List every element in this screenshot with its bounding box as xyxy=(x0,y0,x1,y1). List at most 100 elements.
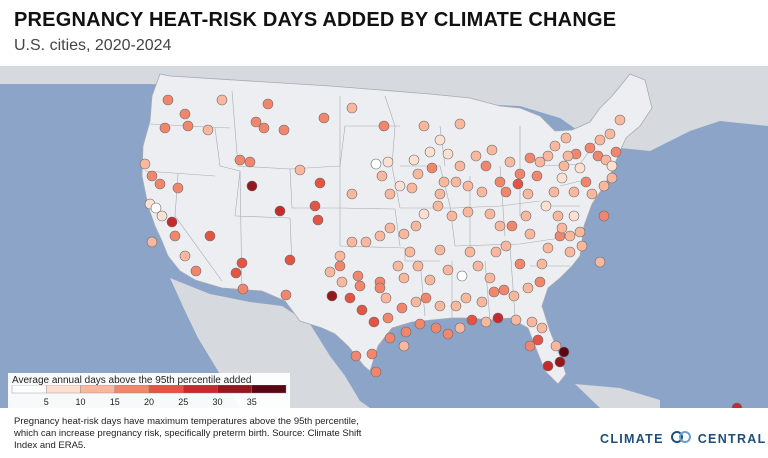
city-dot xyxy=(190,265,202,277)
city-dot xyxy=(159,122,171,134)
city-dot xyxy=(434,244,446,256)
city-dot xyxy=(552,210,564,222)
city-dot xyxy=(356,304,368,316)
city-dot xyxy=(514,258,526,270)
city-dot xyxy=(554,356,566,368)
legend-tick-label: 25 xyxy=(178,397,188,407)
city-dot xyxy=(370,158,382,170)
city-dot xyxy=(562,150,574,162)
city-dot xyxy=(446,210,458,222)
city-dot xyxy=(430,322,442,334)
city-dot xyxy=(524,340,536,352)
logo-rings-icon xyxy=(669,430,693,447)
legend: Average annual days above the 95th perce… xyxy=(8,373,290,409)
city-dot xyxy=(514,168,526,180)
city-dot xyxy=(500,186,512,198)
city-dot xyxy=(237,283,249,295)
city-dot xyxy=(334,260,346,272)
city-dot xyxy=(586,188,598,200)
city-dot xyxy=(418,120,430,132)
city-dot xyxy=(492,312,504,324)
city-dot xyxy=(510,314,522,326)
city-dot xyxy=(394,180,406,192)
city-dot xyxy=(278,124,290,136)
city-dot xyxy=(520,210,532,222)
city-dot xyxy=(382,312,394,324)
city-dot xyxy=(454,322,466,334)
city-dot xyxy=(594,134,606,146)
city-dot xyxy=(532,334,544,346)
city-dot xyxy=(498,284,510,296)
city-dot xyxy=(598,180,610,192)
cuba-landmass xyxy=(575,384,660,408)
city-dot xyxy=(522,188,534,200)
city-dot xyxy=(400,326,412,338)
city-dot xyxy=(462,206,474,218)
city-dot xyxy=(424,146,436,158)
city-dot xyxy=(424,274,436,286)
city-dot xyxy=(568,186,580,198)
city-dot xyxy=(410,296,422,308)
city-dot xyxy=(564,246,576,258)
city-dot xyxy=(396,302,408,314)
city-dot xyxy=(432,200,444,212)
city-dot xyxy=(564,230,576,242)
footer-note: Pregnancy heat-risk days have maximum te… xyxy=(14,416,362,451)
city-dot xyxy=(542,242,554,254)
legend-swatch xyxy=(217,385,252,394)
city-dot xyxy=(534,156,546,168)
city-dot xyxy=(392,260,404,272)
legend-tick-label: 35 xyxy=(247,397,257,407)
city-dot xyxy=(326,290,338,302)
city-dot xyxy=(500,240,512,252)
city-dot xyxy=(418,208,430,220)
city-dot xyxy=(414,318,426,330)
city-dot xyxy=(162,94,174,106)
city-dot xyxy=(454,160,466,172)
city-dot xyxy=(368,316,380,328)
city-dot xyxy=(404,246,416,258)
city-dot xyxy=(450,176,462,188)
city-dot xyxy=(580,176,592,188)
city-dot xyxy=(542,360,554,372)
city-dot xyxy=(534,276,546,288)
us-landmass xyxy=(141,73,653,385)
city-dot xyxy=(488,286,500,298)
city-dot xyxy=(540,200,552,212)
city-dot xyxy=(352,270,364,282)
city-dot xyxy=(610,146,622,158)
legend-swatch xyxy=(11,385,47,394)
city-dot xyxy=(568,210,580,222)
city-dot xyxy=(470,150,482,162)
legend-tick-label: 20 xyxy=(144,397,154,407)
city-dot xyxy=(494,220,506,232)
city-dot xyxy=(558,160,570,172)
city-dot xyxy=(398,228,410,240)
city-dot xyxy=(574,162,586,174)
city-dot xyxy=(309,200,321,212)
city-dot xyxy=(376,170,388,182)
city-dot xyxy=(280,289,292,301)
city-dot xyxy=(536,258,548,270)
city-dot xyxy=(346,102,358,114)
city-dot xyxy=(549,140,561,152)
city-dot xyxy=(380,292,392,304)
city-dot xyxy=(169,230,181,242)
city-dot xyxy=(484,272,496,284)
legend-tick-labels: 5 10 15 20 25 30 35 xyxy=(44,397,257,407)
us-city-map xyxy=(0,66,768,408)
city-dot xyxy=(442,328,454,340)
city-dot xyxy=(346,188,358,200)
city-dot xyxy=(408,154,420,166)
city-dot xyxy=(230,267,242,279)
city-dot xyxy=(366,348,378,360)
legend-color-bar xyxy=(11,385,287,394)
city-dot xyxy=(179,108,191,120)
city-dot xyxy=(250,116,262,128)
city-dot xyxy=(318,112,330,124)
city-dot xyxy=(234,154,246,166)
legend-swatch xyxy=(80,385,115,394)
city-dot xyxy=(536,322,548,334)
city-dot xyxy=(508,290,520,302)
city-dot xyxy=(154,178,166,190)
